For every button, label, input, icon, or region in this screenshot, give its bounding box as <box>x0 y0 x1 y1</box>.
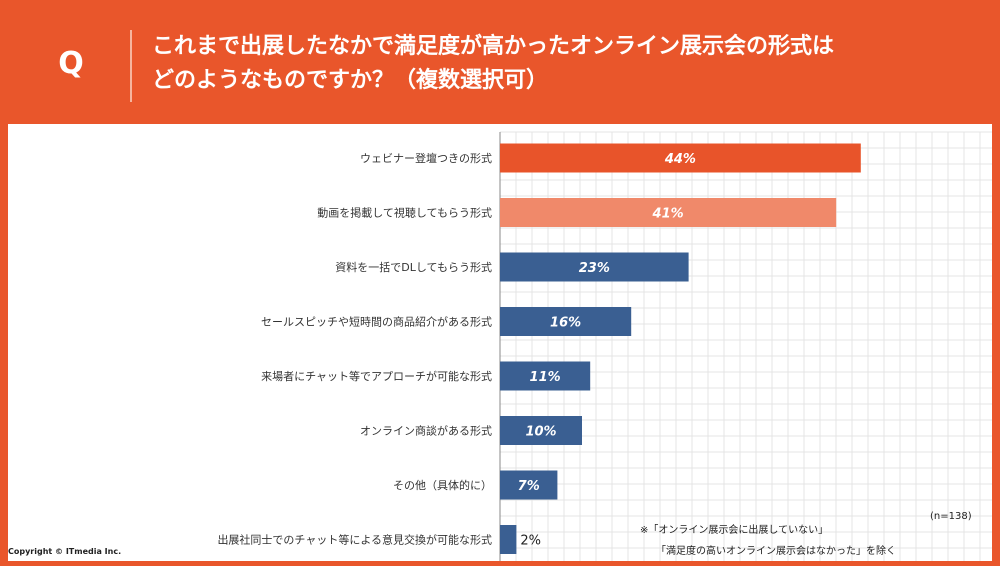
bar-6 <box>500 416 582 445</box>
sample-size-note: (n=138) <box>930 511 972 522</box>
q-badge: Q <box>58 46 84 81</box>
data-label-3: 23% <box>579 261 610 276</box>
category-label-6: オンライン商談がある形式 <box>360 424 492 438</box>
exclusion-note-line2: 「満足度の高いオンライン展示会はなかった」を除く <box>656 546 896 557</box>
data-label-1: 44% <box>664 152 696 167</box>
category-label-8: 出展社同士でのチャット等による意見交換が可能な形式 <box>217 533 492 547</box>
data-label-5: 11% <box>530 370 561 385</box>
bar-5 <box>500 361 591 391</box>
category-label-4: セールスピッチや短時間の商品紹介がある形式 <box>261 315 492 329</box>
bar-4 <box>500 307 632 336</box>
bar-8 <box>500 525 517 554</box>
copyright: Copyright © ITmedia Inc. <box>8 547 122 556</box>
bar-1 <box>500 143 861 173</box>
data-label-7: 7% <box>518 479 540 494</box>
exclusion-note-line1: ※「オンライン展示会に出展していない」 <box>640 525 829 536</box>
bar-2 <box>500 198 837 227</box>
data-label-8: 2% <box>520 534 541 549</box>
header-divider <box>130 30 132 102</box>
category-label-2: 動画を掲載して視聴してもらう形式 <box>317 206 492 220</box>
data-label-6: 10% <box>525 425 556 440</box>
chart-panel: ウェビナー登壇つきの形式 44% 動画を掲載して視聴してもらう形式 41% 資料を一括で… <box>8 124 992 561</box>
bar-7 <box>500 470 558 500</box>
category-label-3: 資料を一括でDLしてもらう形式 <box>335 260 492 274</box>
category-label-1: ウェビナー登壇つきの形式 <box>360 151 492 165</box>
bar-chart: ウェビナー登壇つきの形式 44% 動画を掲載して視聴してもらう形式 41% 資料を一括で… <box>217 131 992 561</box>
data-label-4: 16% <box>550 316 581 331</box>
category-label-7: その他（具体的に） <box>393 478 492 492</box>
data-label-2: 41% <box>652 207 684 222</box>
question-header: Q これまで出展したなかで満足度が高かったオンライン展示会の形式は どのようなも… <box>0 0 1000 124</box>
category-label-5: 来場者にチャット等でアプローチが可能な形式 <box>261 369 492 383</box>
question-title: これまで出展したなかで満足度が高かったオンライン展示会の形式は どのようなもので… <box>152 34 835 93</box>
bar-3 <box>500 252 689 282</box>
